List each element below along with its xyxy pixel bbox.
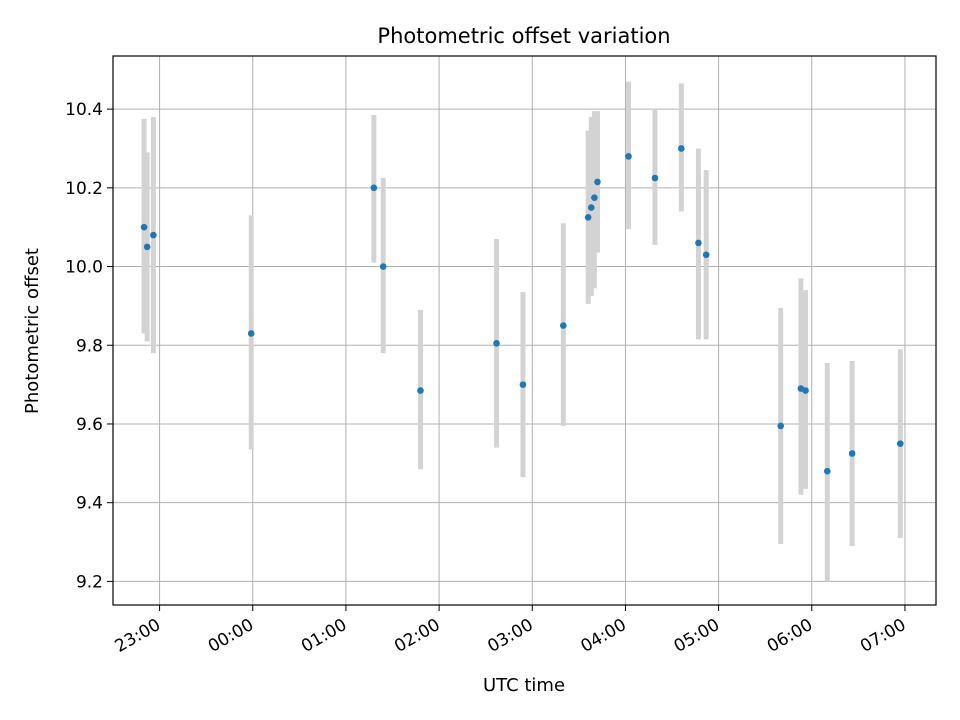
data-point [824, 467, 831, 475]
y-tick-label: 10.0 [65, 258, 103, 278]
data-point [594, 178, 601, 186]
data-point [678, 145, 685, 152]
data-point [702, 251, 710, 259]
data-point [695, 239, 702, 247]
data-point [493, 339, 500, 347]
data-point [247, 330, 255, 337]
y-tick-label: 9.4 [76, 494, 103, 514]
y-axis-ticks: 9.2 9.4 9.6 9.8 10.0 10.2 10.4 [65, 100, 113, 592]
x-tick-label: 06:00 [764, 615, 816, 657]
data-point [587, 204, 595, 211]
x-tick-label: 00:00 [205, 615, 257, 657]
chart-title: Photometric offset variation [377, 24, 670, 48]
y-tick-label: 9.8 [76, 336, 103, 356]
y-tick-label: 9.6 [76, 415, 103, 435]
y-tick-label: 10.4 [65, 100, 103, 120]
data-point [417, 387, 424, 394]
x-tick-label: 23:00 [112, 615, 164, 657]
y-axis-label: Photometric offset [22, 248, 43, 414]
data-points [140, 145, 904, 475]
data-point [651, 174, 659, 182]
data-point [625, 153, 632, 160]
x-tick-label: 03:00 [484, 615, 536, 657]
plot-area-frame [112, 55, 937, 606]
data-point [591, 194, 598, 201]
y-tick-label: 10.2 [65, 179, 103, 199]
data-point [150, 231, 157, 239]
x-tick-label: 01:00 [298, 615, 350, 657]
data-point [560, 322, 567, 329]
x-axis-ticks: 23:00 00:00 01:00 02:00 03:00 04:00 05:00 06:00… [112, 605, 909, 657]
y-tick-label: 9.2 [76, 572, 103, 592]
error-bars [141, 81, 903, 582]
x-axis-label: UTC time [483, 675, 565, 696]
x-tick-label: 04:00 [577, 615, 629, 657]
data-point [379, 263, 387, 270]
data-point [140, 223, 148, 231]
data-point [143, 243, 151, 251]
x-tick-label: 07:00 [857, 615, 909, 657]
data-point [848, 450, 856, 457]
data-point [519, 381, 527, 388]
x-tick-label: 05:00 [671, 615, 723, 657]
data-point [802, 387, 809, 394]
data-point [370, 184, 378, 192]
data-point [584, 214, 592, 221]
data-point [777, 422, 785, 430]
x-tick-label: 02:00 [391, 615, 443, 657]
data-point [896, 440, 904, 447]
